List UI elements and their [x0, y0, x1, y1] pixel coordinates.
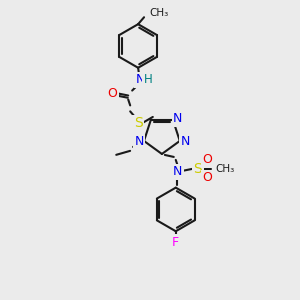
Text: N: N — [135, 73, 145, 86]
Text: N: N — [134, 135, 144, 148]
Text: S: S — [134, 116, 142, 130]
Text: O: O — [202, 171, 212, 184]
Text: O: O — [107, 87, 117, 100]
Text: CH₃: CH₃ — [215, 164, 235, 174]
Text: N: N — [181, 135, 190, 148]
Text: H: H — [144, 73, 152, 86]
Text: N: N — [173, 112, 183, 125]
Text: O: O — [202, 153, 212, 167]
Text: S: S — [193, 162, 202, 176]
Text: F: F — [172, 236, 179, 249]
Text: N: N — [173, 165, 182, 178]
Text: CH₃: CH₃ — [149, 8, 168, 18]
